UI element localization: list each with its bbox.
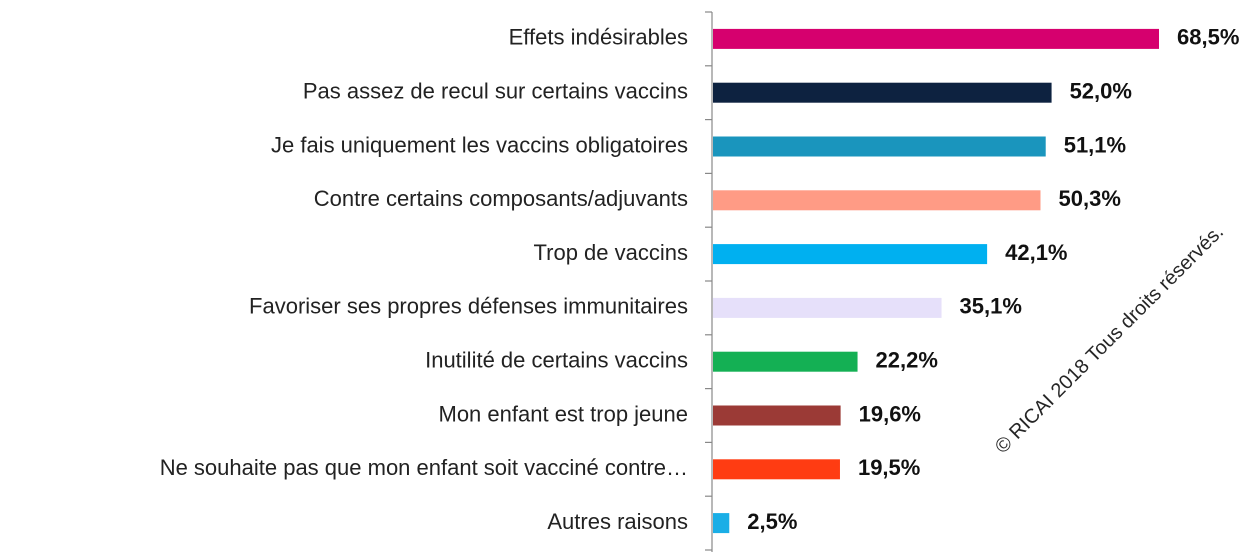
value-label: 2,5% [747,509,797,534]
category-label: Favoriser ses propres défenses immunitai… [249,294,688,319]
category-label: Inutilité de certains vaccins [425,348,688,373]
value-label: 52,0% [1070,79,1132,104]
value-label: 50,3% [1059,186,1121,211]
value-label: 19,6% [859,401,921,426]
bar [713,28,1159,49]
bar [713,405,841,426]
category-label: Trop de vaccins [534,240,688,265]
bar [713,190,1041,211]
category-label: Contre certains composants/adjuvants [314,186,688,211]
value-label: 42,1% [1005,240,1067,265]
value-label: 19,5% [858,455,920,480]
category-label: Effets indésirables [509,25,688,50]
bar [713,351,858,372]
bar [713,82,1052,103]
category-label: Autres raisons [547,509,688,534]
bar [713,459,840,480]
category-label: Je fais uniquement les vaccins obligatoi… [271,132,688,157]
bar [713,136,1046,157]
category-label: Mon enfant est trop jeune [439,401,689,426]
bar [713,297,942,318]
bar [713,513,730,534]
bar [713,244,988,265]
category-label: Ne souhaite pas que mon enfant soit vacc… [160,455,688,480]
value-label: 22,2% [876,348,938,373]
value-label: 51,1% [1064,132,1126,157]
value-label: 35,1% [960,294,1022,319]
value-label: 68,5% [1177,25,1239,50]
category-label: Pas assez de recul sur certains vaccins [303,79,688,104]
